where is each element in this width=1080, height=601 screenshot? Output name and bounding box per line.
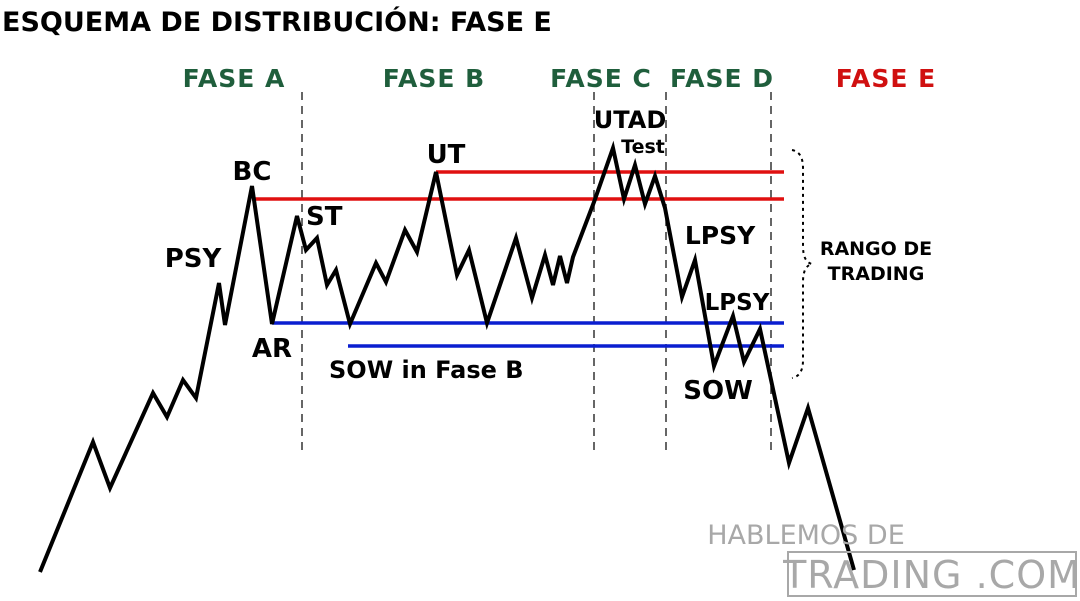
event-st: ST bbox=[306, 202, 343, 232]
event-sow: SOW bbox=[683, 376, 753, 406]
event-utad: UTAD bbox=[594, 106, 667, 134]
event-bc: BC bbox=[233, 157, 272, 187]
event-ut: UT bbox=[427, 140, 466, 170]
watermark-line2: TRADING .COM bbox=[782, 553, 1080, 597]
range-label-line2: TRADING bbox=[828, 263, 925, 285]
phase-e-label: FASE E bbox=[836, 64, 936, 93]
event-lpsy-1: LPSY bbox=[685, 221, 756, 250]
watermark-line1: HABLEMOS DE bbox=[707, 520, 905, 551]
event-psy: PSY bbox=[165, 244, 223, 274]
diagram-title: ESQUEMA DE DISTRIBUCIÓN: FASE E bbox=[2, 6, 552, 38]
trading-range-bracket bbox=[791, 149, 813, 379]
event-sow-fase-b: SOW in Fase B bbox=[329, 356, 524, 384]
phase-b-label: FASE B bbox=[383, 64, 485, 93]
event-lpsy-2: LPSY bbox=[705, 290, 770, 316]
price-action-line bbox=[38, 140, 856, 573]
phase-c-label: FASE C bbox=[550, 64, 652, 93]
phase-a-label: FASE A bbox=[183, 64, 286, 93]
watermark-box bbox=[787, 551, 1077, 597]
phase-dividers bbox=[301, 92, 772, 452]
event-test: Test bbox=[621, 136, 665, 158]
range-label-line1: RANGO DE bbox=[820, 238, 932, 260]
event-ar: AR bbox=[252, 334, 292, 364]
phase-d-label: FASE D bbox=[670, 64, 774, 93]
